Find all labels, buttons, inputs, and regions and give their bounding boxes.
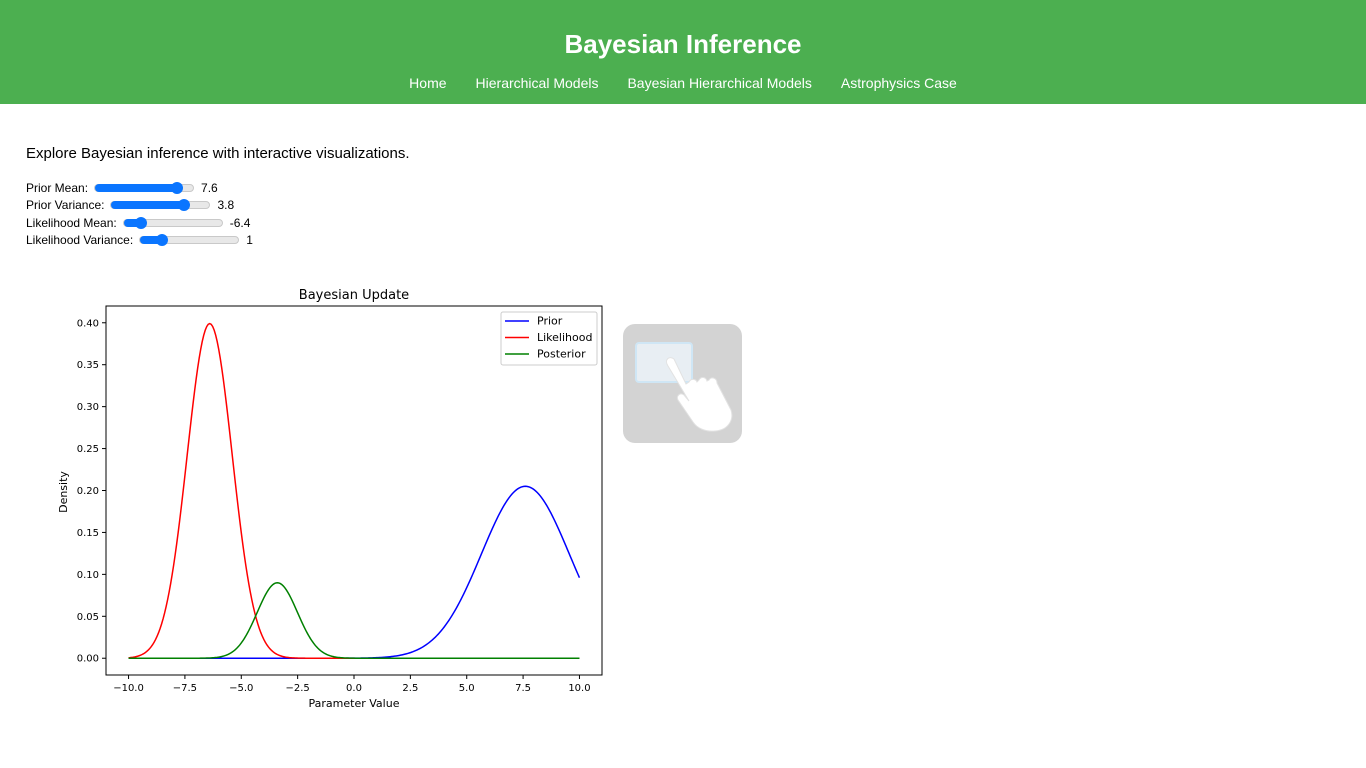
- legend-label-prior: Prior: [537, 315, 563, 328]
- slider-fill: [123, 218, 142, 227]
- x-tick-label: −7.5: [173, 683, 197, 694]
- legend-label-likelihood: Likelihood: [537, 331, 592, 344]
- tap-hint-panel[interactable]: [623, 324, 742, 443]
- y-tick-label: 0.40: [77, 318, 99, 329]
- prior-mean-control: Prior Mean: 7.6: [26, 179, 253, 197]
- y-tick-label: 0.10: [77, 570, 99, 581]
- likelihood-variance-slider[interactable]: [139, 234, 240, 247]
- y-axis-ticks: 0.00 0.05 0.10 0.15 0.20 0.25 0.30 0.35 0.40: [77, 318, 106, 665]
- y-tick-label: 0.20: [77, 486, 99, 497]
- y-tick-label: 0.05: [77, 612, 99, 623]
- likelihood-variance-value: 1: [246, 233, 253, 248]
- nav-link-hierarchical-models[interactable]: Hierarchical Models: [475, 75, 599, 91]
- prior-variance-value: 3.8: [217, 198, 235, 213]
- x-tick-label: −5.0: [229, 683, 253, 694]
- prior-mean-label: Prior Mean:: [26, 180, 89, 195]
- chart-svg: Bayesian Update −10.0 −7.5 −5.0 −2.5 0.0 2.5 5…: [57, 288, 603, 710]
- tap-gesture-icon: [635, 342, 733, 432]
- intro-text: Explore Bayesian inference with interact…: [26, 145, 410, 162]
- likelihood-variance-label: Likelihood Variance:: [26, 233, 134, 248]
- series-line-likelihood: [128, 322, 580, 659]
- prior-variance-slider[interactable]: [110, 199, 211, 212]
- chart-title: Bayesian Update: [299, 288, 409, 303]
- y-tick-label: 0.30: [77, 402, 99, 413]
- slider-fill: [95, 183, 178, 192]
- likelihood-mean-label: Likelihood Mean:: [26, 215, 117, 230]
- slider-thumb[interactable]: [171, 181, 184, 194]
- likelihood-variance-control: Likelihood Variance: 1: [26, 232, 253, 250]
- x-tick-label: −2.5: [285, 683, 309, 694]
- series-line-posterior: [128, 581, 580, 659]
- nav-link-bayesian-hierarchical-models[interactable]: Bayesian Hierarchical Models: [627, 75, 812, 91]
- nav-link-astrophysics-case[interactable]: Astrophysics Case: [840, 75, 957, 91]
- x-tick-label: 0.0: [346, 683, 362, 694]
- y-tick-label: 0.00: [77, 654, 99, 665]
- bayesian-update-chart: Bayesian Update −10.0 −7.5 −5.0 −2.5 0.0 2.5 5…: [50, 280, 610, 725]
- x-tick-label: −10.0: [113, 683, 144, 694]
- y-axis-label: Density: [57, 471, 70, 513]
- main-nav: Home Hierarchical Models Bayesian Hierar…: [0, 75, 1366, 91]
- x-tick-label: 10.0: [568, 683, 590, 694]
- x-tick-label: 2.5: [402, 683, 418, 694]
- page-title: Bayesian Inference: [564, 29, 802, 59]
- page-header: Bayesian Inference Home Hierarchical Mod…: [0, 0, 1366, 104]
- x-tick-label: 7.5: [515, 683, 531, 694]
- y-tick-label: 0.15: [77, 528, 99, 539]
- likelihood-mean-slider[interactable]: [122, 216, 223, 229]
- slider-thumb[interactable]: [135, 216, 148, 229]
- slider-fill: [111, 201, 184, 210]
- slider-thumb[interactable]: [178, 199, 190, 212]
- prior-mean-slider[interactable]: [94, 181, 195, 194]
- chart-legend: Prior Likelihood Posterior: [500, 311, 598, 366]
- legend-label-posterior: Posterior: [537, 348, 586, 361]
- slider-thumb[interactable]: [155, 234, 168, 247]
- x-axis-label: Parameter Value: [309, 697, 400, 710]
- prior-variance-control: Prior Variance: 3.8: [26, 197, 253, 215]
- prior-variance-label: Prior Variance:: [26, 198, 105, 213]
- likelihood-mean-value: -6.4: [229, 215, 251, 230]
- likelihood-mean-control: Likelihood Mean: -6.4: [26, 214, 253, 232]
- controls-panel: Prior Mean: 7.6 Prior Variance: 3.8 Like…: [26, 179, 253, 249]
- y-tick-label: 0.35: [77, 360, 99, 371]
- x-axis-ticks: −10.0 −7.5 −5.0 −2.5 0.0 2.5 5.0 7.5 10.0: [113, 675, 591, 694]
- nav-link-home[interactable]: Home: [409, 75, 447, 91]
- series-line-prior: [128, 485, 581, 659]
- legend-box: [500, 311, 598, 366]
- slider-fill: [140, 236, 162, 245]
- y-tick-label: 0.25: [77, 444, 99, 455]
- x-tick-label: 5.0: [459, 683, 475, 694]
- series-lines: [128, 322, 581, 659]
- prior-mean-value: 7.6: [201, 180, 218, 195]
